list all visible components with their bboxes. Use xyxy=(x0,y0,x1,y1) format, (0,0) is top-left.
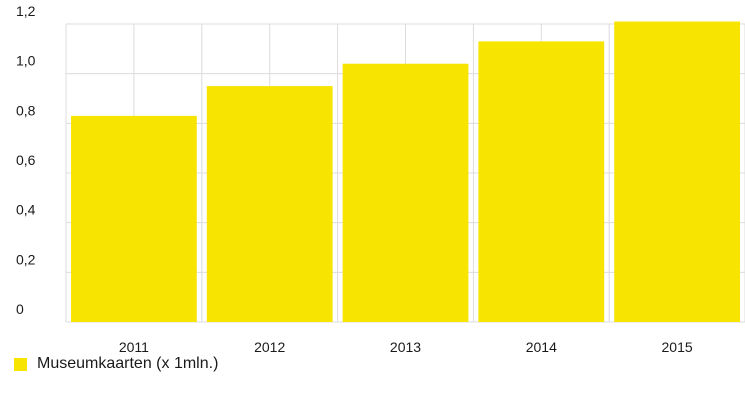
x-tick-label: 2012 xyxy=(254,339,285,355)
bar-2012 xyxy=(206,86,333,322)
bar-2011 xyxy=(71,115,197,322)
bar-2015 xyxy=(614,21,740,323)
y-tick-label: 1,2 xyxy=(16,3,36,19)
legend-swatch xyxy=(14,357,27,371)
y-tick-label: 0,8 xyxy=(16,102,36,118)
y-tick-label: 0,2 xyxy=(16,251,36,267)
bar-2014 xyxy=(478,41,605,323)
bars xyxy=(71,21,740,323)
bar-2013 xyxy=(342,63,469,322)
x-tick-label: 2015 xyxy=(662,339,693,355)
x-tick-label: 2011 xyxy=(119,339,149,355)
y-tick-label: 0,6 xyxy=(16,152,36,168)
legend-label: Museumkaarten (x 1mln.) xyxy=(37,355,219,372)
y-tick-label: 0,4 xyxy=(16,202,36,218)
y-tick-label: 0 xyxy=(16,301,24,317)
x-tick-label: 2014 xyxy=(526,339,557,355)
x-axis-ticks: 2011 2012 2013 2014 2015 xyxy=(119,339,693,355)
y-axis-ticks: 0 0,2 0,4 0,6 0,8 1,0 1,2 xyxy=(16,3,36,317)
y-tick-label: 1,0 xyxy=(16,53,36,69)
x-tick-label: 2013 xyxy=(390,339,421,355)
legend: Museumkaarten (x 1mln.) xyxy=(14,355,218,373)
